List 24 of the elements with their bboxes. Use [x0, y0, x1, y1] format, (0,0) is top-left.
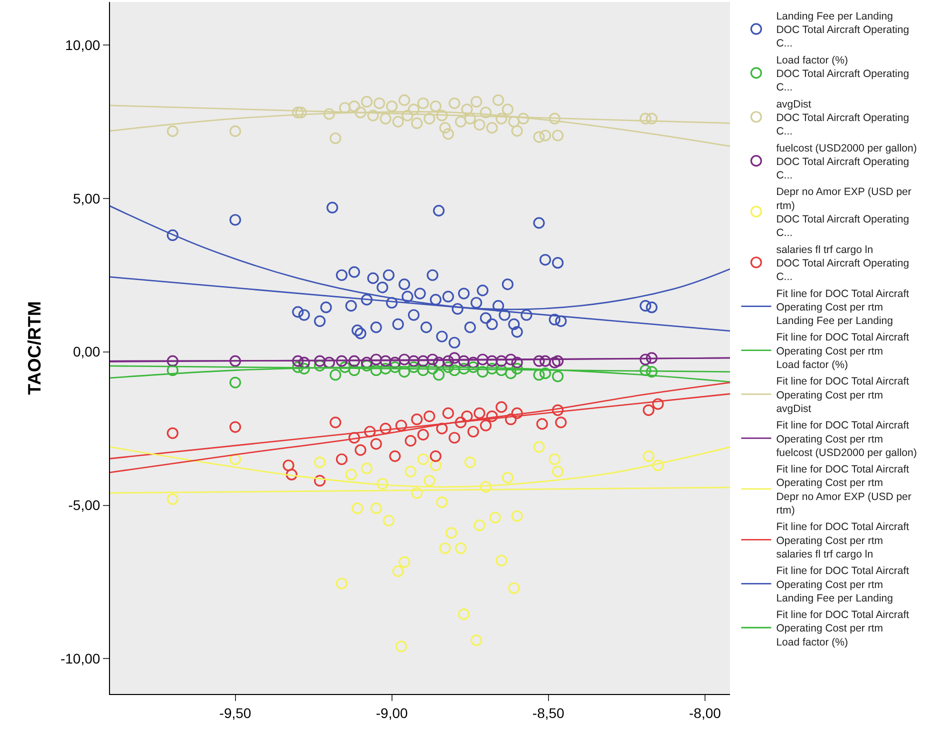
legend-label: Fit line for DOC Total Aircraft Operating Cost per rtm fuelcost (USD2000 per gallon)	[776, 420, 917, 459]
legend-label: Fit line for DOC Total Aircraft Operating Cost per rtm Landing Fee per Landing	[776, 288, 910, 328]
legend-label: Fit line for DOC Total Aircraft Operating Cost per rtm Load factor (%)	[776, 609, 910, 648]
x-tick-label: -9,00	[376, 704, 408, 721]
x-tick-label: -9,50	[219, 704, 252, 721]
legend-label: Depr no Amor EXP (USD per rtm) DOC Total Aircraft Operating C...	[776, 186, 912, 240]
legend-label: Fit line for DOC Total Aircraft Operating Cost per rtm Load factor (%)	[776, 332, 910, 372]
y-tick-label: 5,00	[72, 190, 100, 206]
legend-label: Load factor (%) DOC Total Aircraft Operating C...	[776, 54, 910, 94]
y-tick-label: 0,00	[72, 344, 100, 360]
y-axis-title: TAOC/RTM	[24, 301, 45, 395]
y-tick-label: 10,00	[65, 36, 100, 53]
legend-label: avgDist DOC Total Aircraft Operating C...	[776, 98, 910, 138]
legend-label: Fit line for DOC Total Aircraft Operating Cost per rtm Depr no Amor EXP (USD per rtm)	[776, 464, 912, 517]
x-tick-label: -8,50	[532, 704, 565, 721]
legend-label: Fit line for DOC Total Aircraft Operating Cost per rtm avgDist	[776, 376, 910, 415]
legend-label: fuelcost (USD2000 per gallon) DOC Total Aircraft Operating C...	[776, 142, 917, 182]
y-tick-label: -10,00	[60, 650, 100, 667]
legend-label: Fit line for DOC Total Aircraft Operating Cost per rtm Landing Fee per Landing	[776, 565, 910, 604]
legend-label: Fit line for DOC Total Aircraft Operating Cost per rtm salaries fl trf cargo ln	[776, 521, 910, 560]
x-tick-label: -8,00	[688, 704, 722, 721]
y-tick-label: -5,00	[68, 497, 100, 514]
legend-label: Landing Fee per Landing DOC Total Aircraft Operating C...	[776, 10, 910, 50]
legend-label: salaries fl trf cargo ln DOC Total Aircraft Operating C...	[776, 244, 910, 284]
